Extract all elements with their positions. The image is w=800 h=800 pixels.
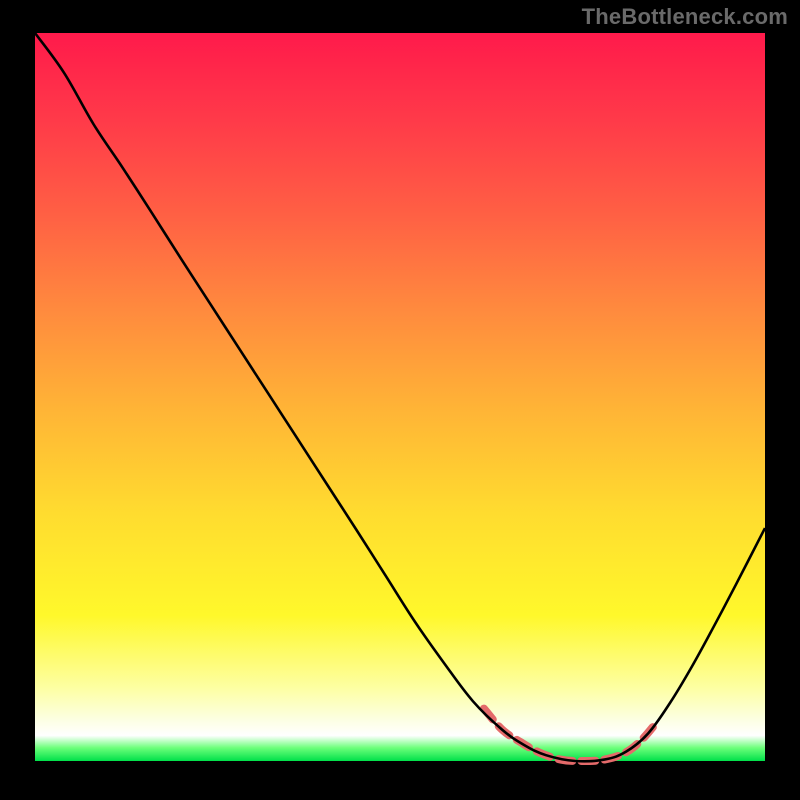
chart-frame: TheBottleneck.com [0,0,800,800]
bottleneck-chart [0,0,800,800]
plot-area [35,33,765,761]
watermark-text: TheBottleneck.com [582,4,788,30]
